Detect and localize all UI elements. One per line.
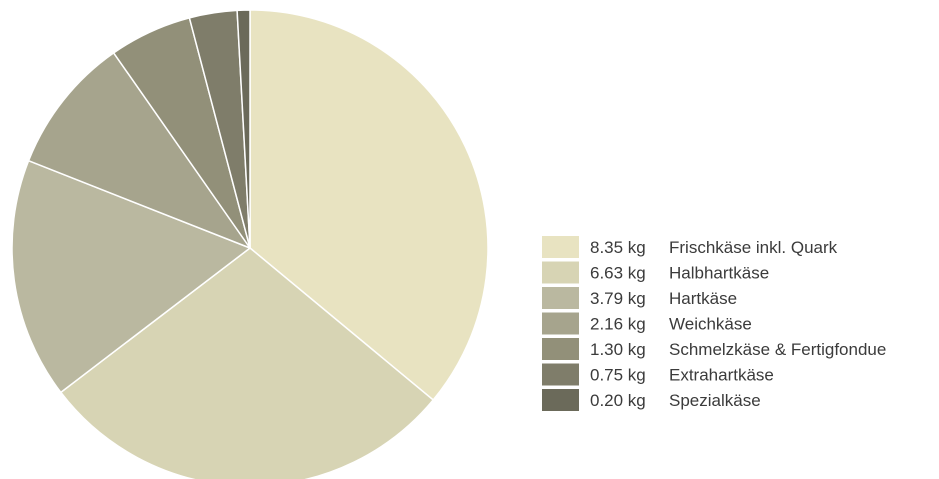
legend-value-3: 3.79 kg (590, 289, 646, 308)
legend: 8.35 kg Frischkäse inkl. Quark 6.63 kg Halb… (542, 236, 886, 411)
pie-slice-7 (236, 9, 251, 249)
legend-label-2: Halbhartkäse (669, 264, 769, 283)
pie-slice-1 (249, 9, 489, 401)
legend-label-4: Weichkäse (669, 315, 752, 334)
legend-label-3: Hartkäse (669, 289, 737, 308)
legend-label-5: Schmelzkäse & Fertigfondue (669, 340, 886, 359)
pie-slice-3 (11, 159, 251, 394)
legend-value-1: 8.35 kg (590, 238, 646, 257)
legend-swatch-7 (542, 389, 579, 411)
legend-swatch-5 (542, 338, 579, 360)
legend-value-5: 1.30 kg (590, 340, 646, 359)
legend-value-6: 0.75 kg (590, 366, 646, 385)
legend-swatch-1 (542, 236, 579, 258)
pie-slice-4 (27, 52, 251, 249)
legend-value-4: 2.16 kg (590, 315, 646, 334)
legend-label-6: Extrahartkäse (669, 366, 774, 385)
legend-swatch-6 (542, 363, 579, 386)
legend-value-7: 0.20 kg (590, 391, 646, 410)
legend-swatch-3 (542, 287, 579, 309)
pie-slices (11, 9, 489, 479)
legend-swatch-2 (542, 261, 579, 284)
legend-value-2: 6.63 kg (590, 264, 646, 283)
legend-label-1: Frischkäse inkl. Quark (669, 238, 838, 257)
legend-label-7: Spezialkäse (669, 391, 761, 410)
pie-slice-2 (60, 247, 434, 479)
legend-swatch-4 (542, 312, 579, 335)
